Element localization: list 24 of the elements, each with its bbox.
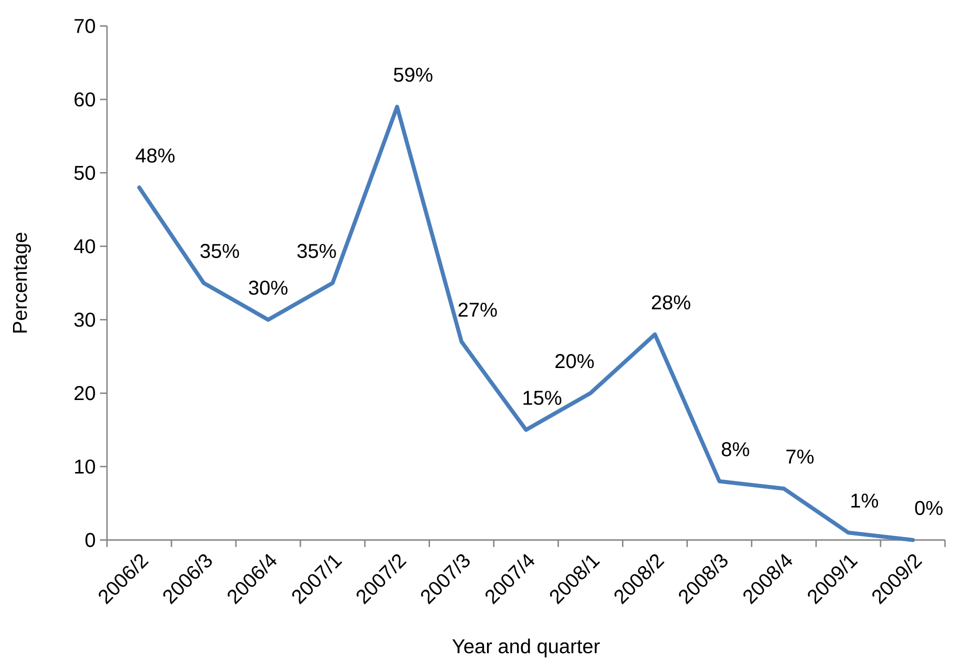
data-label: 20%	[555, 354, 594, 368]
data-label: 35%	[200, 244, 239, 258]
y-tick-label: 40	[74, 239, 96, 254]
x-axis-title: Year and quarter	[452, 638, 600, 658]
data-label: 59%	[394, 68, 432, 82]
data-label: 48%	[136, 148, 175, 163]
data-label: 8%	[722, 442, 750, 456]
y-tick-label: 70	[74, 18, 96, 34]
line-series	[137, 104, 915, 542]
y-tick-label: 60	[74, 92, 96, 107]
y-tick-label: 30	[74, 312, 96, 327]
data-label: 27%	[458, 302, 497, 317]
y-tick-label: 10	[75, 459, 96, 474]
y-tick-label: 50	[74, 166, 96, 180]
data-label: 28%	[652, 295, 690, 310]
data-label: 30%	[248, 280, 288, 295]
y-tick-label: 20	[74, 386, 96, 400]
data-label: 7%	[786, 450, 814, 464]
y-tick-label: 0	[85, 532, 96, 548]
data-label: 0%	[915, 500, 943, 516]
data-label: 15%	[524, 390, 562, 405]
y-axis-title: Percentage	[13, 232, 31, 333]
data-label: 35%	[297, 244, 336, 258]
data-label: 1%	[851, 494, 878, 508]
